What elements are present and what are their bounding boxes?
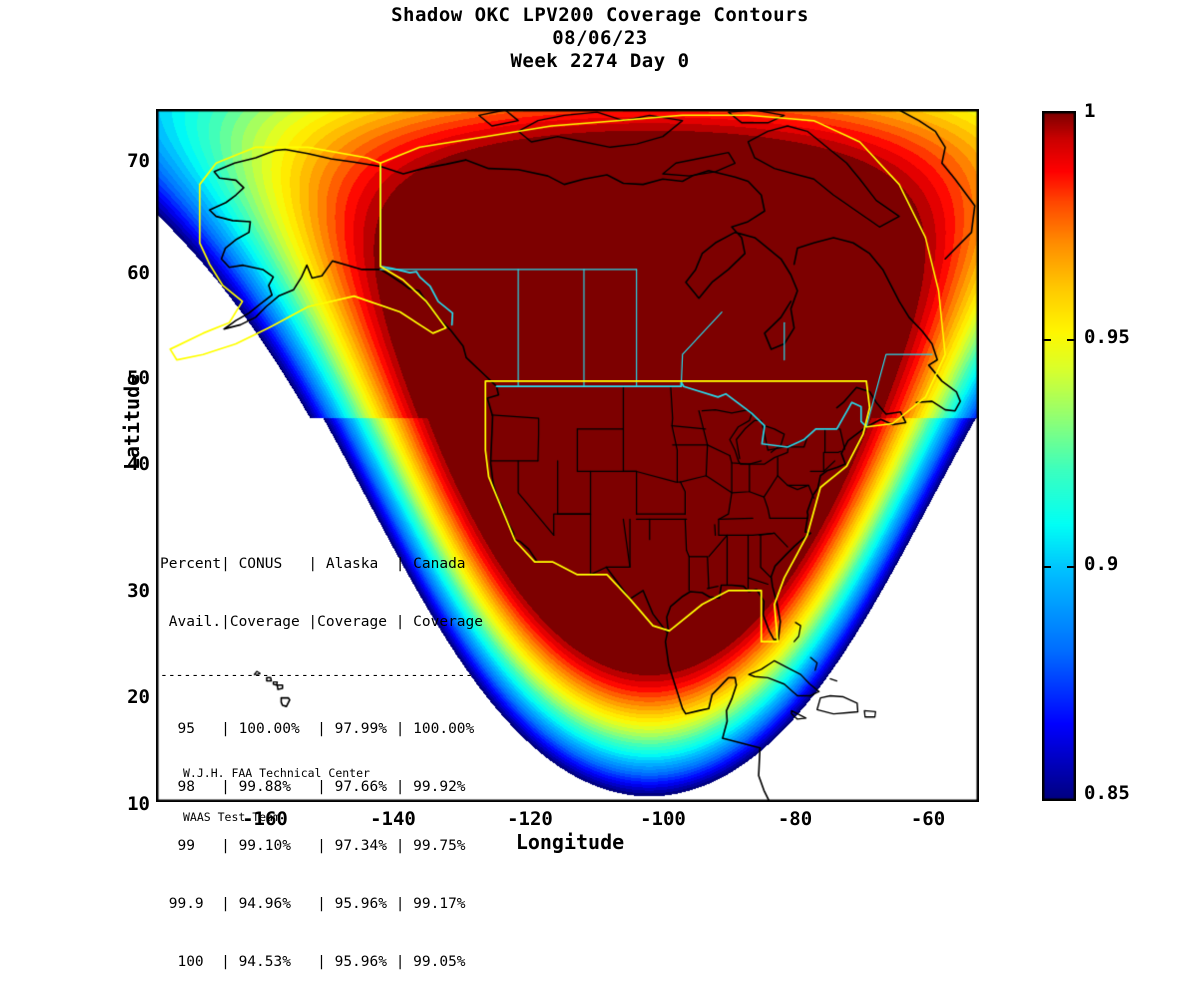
colorbar-gradient <box>1042 111 1076 801</box>
attribution-line-1: W.J.H. FAA Technical Center <box>183 766 370 780</box>
coverage-map-plot <box>156 109 979 802</box>
coverage-contour-canvas <box>157 110 978 801</box>
colorbar-label-085: 0.85 <box>1084 782 1130 804</box>
y-tick-50: 50 <box>127 367 150 389</box>
y-tick-70: 70 <box>127 150 150 172</box>
title-line-3: Week 2274 Day 0 <box>510 50 690 72</box>
title-line-1: Shadow OKC LPV200 Coverage Contours <box>391 4 809 26</box>
chart-title-block: Shadow OKC LPV200 Coverage Contours 08/0… <box>0 4 1200 73</box>
attribution-block: W.J.H. FAA Technical Center WAAS Test Te… <box>183 737 370 839</box>
colorbar <box>1042 111 1076 801</box>
y-tick-30: 30 <box>127 580 150 602</box>
y-tick-60: 60 <box>127 262 150 284</box>
title-line-2: 08/06/23 <box>552 27 648 49</box>
table-row: 99 | 99.10% | 97.34% | 99.75% <box>160 837 466 854</box>
y-tick-20: 20 <box>127 686 150 708</box>
stats-header-row-2: Avail.|Coverage |Coverage | Coverage <box>160 614 484 631</box>
colorbar-label-09: 0.9 <box>1084 553 1119 575</box>
y-tick-40: 40 <box>127 453 150 475</box>
stats-header-row-1: Percent| CONUS | Alaska | Canada <box>160 555 466 572</box>
x-tick-minus80: -80 <box>777 808 813 830</box>
colorbar-tick-095-right <box>1067 339 1075 341</box>
colorbar-label-1: 1 <box>1084 100 1096 122</box>
attribution-line-2: WAAS Test Team <box>183 809 280 824</box>
x-tick-minus140: -140 <box>370 808 416 830</box>
x-tick-minus100: -100 <box>640 808 686 830</box>
x-axis-label: Longitude <box>515 830 625 854</box>
x-tick-minus120: -120 <box>507 808 553 830</box>
stats-divider: ---------------------------------------- <box>160 671 474 682</box>
x-tick-minus160: -160 <box>242 808 288 830</box>
colorbar-tick-09-right <box>1067 566 1075 568</box>
table-row: 100 | 94.53% | 95.96% | 99.05% <box>160 953 466 970</box>
colorbar-tick-095-left <box>1043 339 1051 341</box>
table-row: 95 | 100.00% | 97.99% | 100.00% <box>160 721 475 738</box>
colorbar-tick-09-left <box>1043 566 1051 568</box>
colorbar-label-095: 0.95 <box>1084 326 1130 348</box>
table-row: 99.9 | 94.96% | 95.96% | 99.17% <box>160 895 466 912</box>
y-tick-10: 10 <box>127 793 150 815</box>
x-tick-minus60: -60 <box>910 808 946 830</box>
table-row: 98 | 99.88% | 97.66% | 99.92% <box>160 779 466 796</box>
